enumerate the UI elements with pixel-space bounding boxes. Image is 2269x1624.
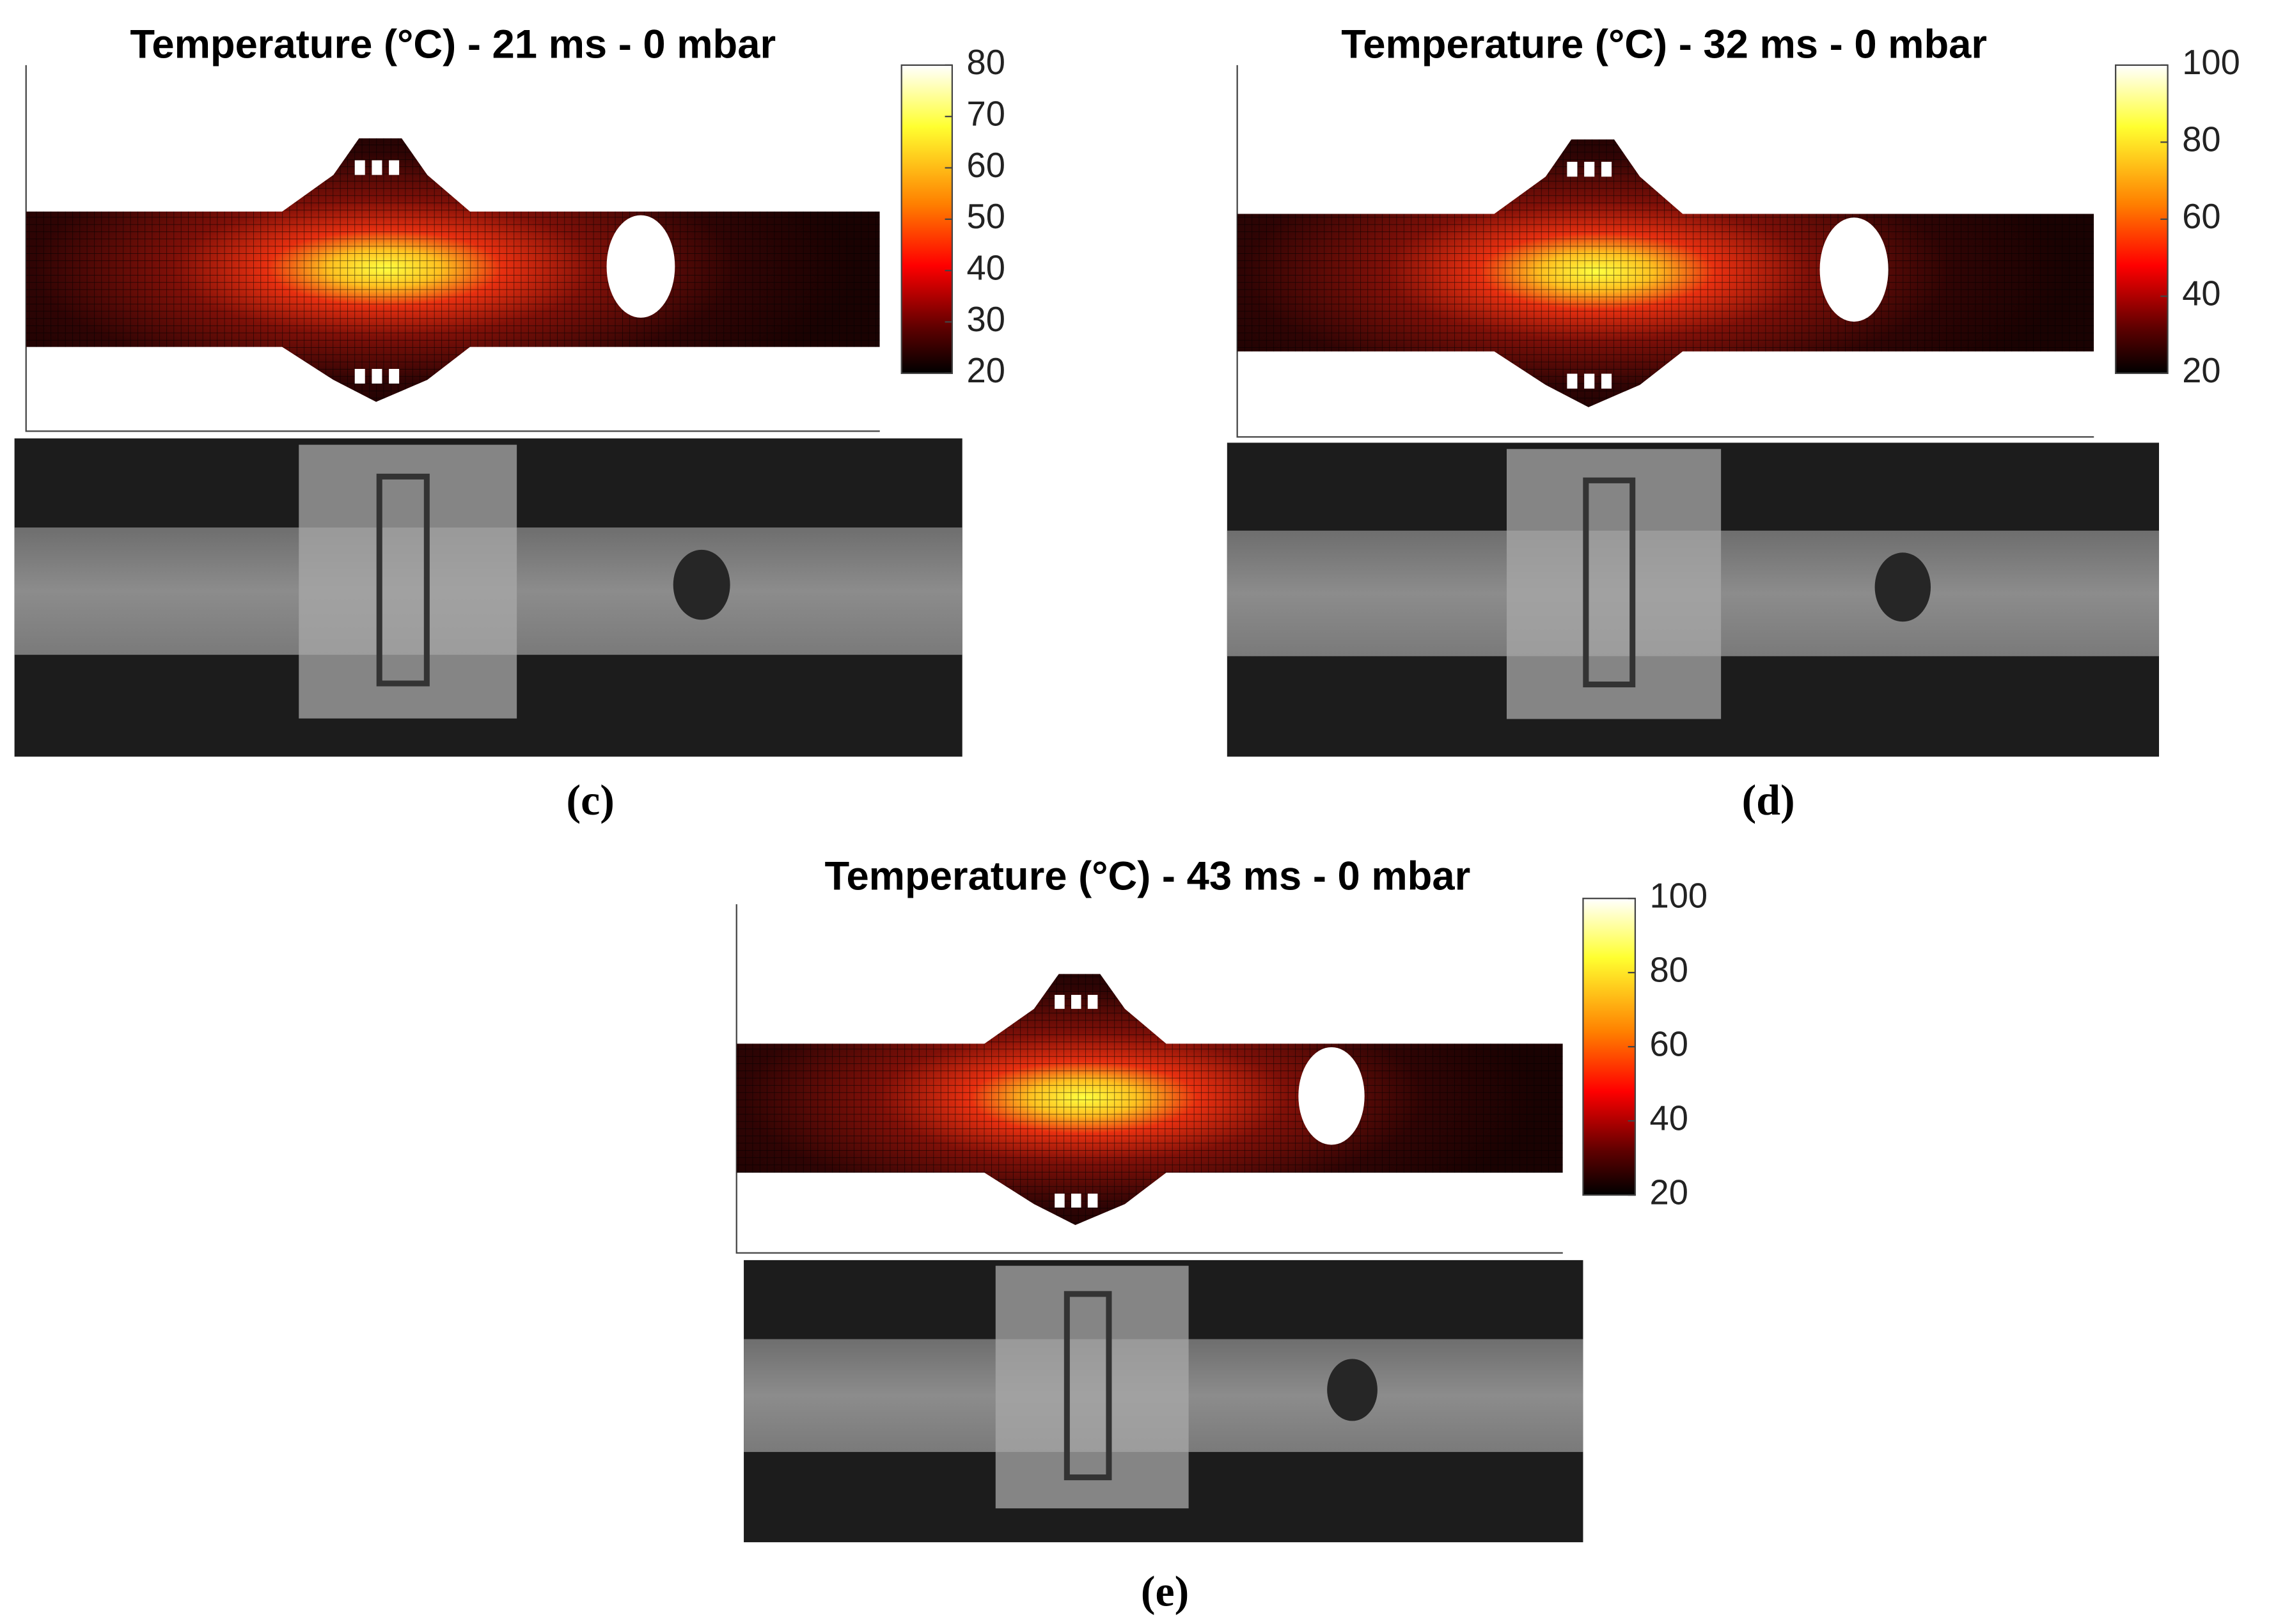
colorbar-tick-label: 40 bbox=[1650, 1098, 1688, 1137]
hole bbox=[606, 215, 675, 318]
colorbar-tick-label: 60 bbox=[2182, 197, 2220, 236]
notch bbox=[1087, 1193, 1098, 1208]
notch bbox=[372, 160, 382, 175]
axes bbox=[25, 65, 880, 432]
photo bbox=[14, 438, 962, 757]
notch bbox=[1601, 162, 1612, 177]
notch bbox=[1071, 995, 1081, 1009]
photo bbox=[744, 1260, 1583, 1543]
notch bbox=[389, 369, 400, 384]
notch bbox=[1055, 995, 1065, 1009]
caption: (e) bbox=[1141, 1568, 1189, 1616]
cell-grid bbox=[26, 138, 880, 402]
photo bbox=[1227, 442, 2160, 757]
notch bbox=[389, 160, 400, 175]
panel: Temperature (°C) - 32 ms - 0 mbar 20 40 60 8… bbox=[1227, 22, 2240, 824]
caption: (c) bbox=[567, 776, 615, 824]
caption: (d) bbox=[1742, 776, 1795, 824]
notch bbox=[1087, 995, 1098, 1009]
colorbar-tick-label: 100 bbox=[1650, 877, 1708, 916]
axes bbox=[1236, 65, 2094, 438]
colorbar-tick-label: 80 bbox=[1650, 951, 1688, 990]
chart-title: Temperature (°C) - 21 ms - 0 mbar bbox=[130, 22, 776, 67]
colorbar bbox=[900, 64, 954, 374]
colorbar-tick-label: 60 bbox=[967, 146, 1005, 185]
photo-heater bbox=[1064, 1291, 1112, 1481]
colorbar-tick-label: 70 bbox=[967, 95, 1005, 134]
notch bbox=[1584, 373, 1595, 389]
colorbar-tick-label: 100 bbox=[2182, 43, 2240, 82]
colorbar bbox=[2115, 64, 2169, 374]
colorbar-tick-label: 80 bbox=[2182, 120, 2220, 159]
notch bbox=[1071, 1193, 1081, 1208]
chart-title: Temperature (°C) - 43 ms - 0 mbar bbox=[824, 854, 1470, 899]
panel: Temperature (°C) - 43 ms - 0 mbar 20 40 60 8… bbox=[735, 854, 1708, 1616]
photo-hole bbox=[673, 549, 730, 620]
heatmap bbox=[736, 974, 1563, 1225]
notch bbox=[354, 369, 365, 384]
hole bbox=[1298, 1047, 1365, 1145]
photo-hole bbox=[1874, 552, 1931, 622]
colorbar-tick-label: 40 bbox=[967, 249, 1005, 288]
cell-grid bbox=[736, 974, 1563, 1225]
notch bbox=[1567, 373, 1578, 389]
colorbar-tick-label: 80 bbox=[967, 43, 1005, 82]
colorbar-tick-label: 50 bbox=[967, 197, 1005, 236]
notch bbox=[1584, 162, 1595, 177]
notch bbox=[1601, 373, 1612, 389]
photo-heater bbox=[376, 473, 430, 687]
hole bbox=[1819, 217, 1888, 322]
colorbar-tick-label: 40 bbox=[2182, 274, 2220, 313]
photo-heater bbox=[1583, 477, 1636, 688]
heatmap bbox=[1237, 139, 2094, 407]
colorbar-tick-label: 20 bbox=[1650, 1173, 1688, 1212]
cell-grid bbox=[1237, 139, 2094, 407]
colorbar-tick-label: 20 bbox=[2182, 351, 2220, 390]
colorbar-tick-label: 30 bbox=[967, 300, 1005, 339]
colorbar bbox=[1582, 898, 1637, 1196]
notch bbox=[372, 369, 382, 384]
heatmap bbox=[26, 138, 880, 402]
photo-sleeve bbox=[299, 444, 517, 719]
panel: Temperature (°C) - 21 ms - 0 mbar 20 30 40 5… bbox=[14, 22, 1005, 824]
notch bbox=[1055, 1193, 1065, 1208]
colorbar-tick-label: 60 bbox=[1650, 1024, 1688, 1063]
chart-title: Temperature (°C) - 32 ms - 0 mbar bbox=[1341, 22, 1987, 67]
axes bbox=[735, 904, 1563, 1254]
photo-sleeve bbox=[1506, 449, 1722, 719]
notch bbox=[1567, 162, 1578, 177]
photo-hole bbox=[1327, 1359, 1378, 1421]
colorbar-tick-label: 20 bbox=[967, 351, 1005, 390]
notch bbox=[354, 160, 365, 175]
photo-sleeve bbox=[995, 1265, 1189, 1509]
